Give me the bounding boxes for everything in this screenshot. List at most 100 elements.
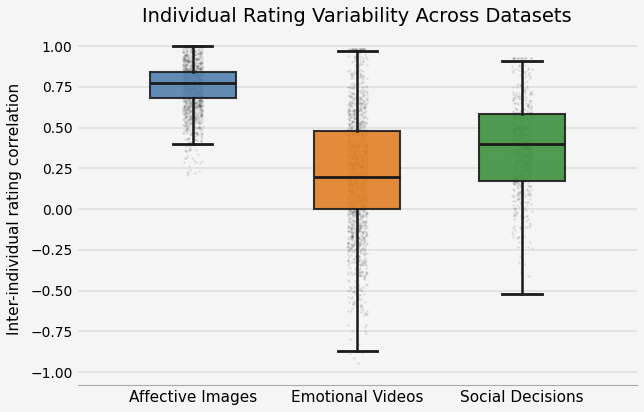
Point — [184, 66, 194, 73]
Point — [361, 177, 371, 184]
Point — [526, 54, 536, 61]
Point — [347, 166, 357, 173]
Point — [180, 118, 190, 124]
Point — [522, 108, 532, 115]
Point — [189, 117, 200, 123]
Point — [354, 241, 365, 248]
Point — [348, 208, 359, 215]
Point — [524, 163, 535, 169]
Point — [347, 154, 357, 161]
Point — [348, 46, 359, 53]
Point — [345, 165, 355, 171]
Point — [182, 136, 193, 142]
Point — [522, 187, 532, 193]
Point — [184, 97, 194, 103]
Point — [520, 198, 530, 205]
Point — [345, 184, 355, 191]
Point — [189, 94, 199, 101]
Point — [343, 180, 354, 187]
Point — [185, 103, 196, 109]
Point — [180, 76, 190, 82]
Point — [507, 152, 518, 159]
Point — [356, 151, 366, 157]
Point — [357, 195, 367, 201]
Point — [516, 122, 526, 129]
Point — [515, 162, 526, 169]
Point — [343, 212, 354, 219]
Point — [355, 136, 365, 143]
Point — [515, 188, 526, 194]
Point — [359, 156, 369, 163]
Point — [359, 203, 370, 209]
Point — [358, 246, 368, 253]
Point — [359, 110, 369, 117]
Point — [191, 55, 201, 62]
Point — [191, 82, 201, 89]
Point — [359, 106, 369, 112]
Point — [508, 225, 518, 232]
Point — [190, 78, 200, 84]
Point — [195, 55, 205, 62]
Point — [191, 92, 201, 99]
Point — [510, 180, 520, 187]
Point — [344, 152, 354, 158]
Point — [358, 156, 368, 162]
Point — [343, 288, 353, 295]
Point — [509, 138, 519, 145]
Point — [189, 62, 200, 68]
Point — [520, 154, 530, 160]
Point — [346, 164, 357, 170]
Point — [180, 54, 190, 61]
Point — [195, 103, 205, 109]
Point — [524, 273, 534, 280]
Point — [345, 206, 355, 212]
Point — [187, 71, 198, 77]
Point — [191, 51, 202, 57]
Point — [347, 192, 357, 199]
Point — [355, 262, 366, 269]
Point — [343, 100, 353, 107]
Point — [521, 175, 531, 182]
Point — [196, 84, 207, 90]
Point — [507, 134, 518, 140]
Point — [194, 76, 205, 82]
Point — [355, 225, 366, 232]
Point — [194, 96, 204, 102]
Point — [355, 131, 366, 137]
Point — [196, 112, 207, 119]
Point — [348, 243, 358, 250]
Point — [193, 75, 204, 82]
Point — [181, 100, 191, 106]
Point — [180, 114, 191, 120]
Point — [196, 43, 206, 49]
Point — [357, 157, 368, 164]
Point — [516, 140, 527, 147]
Point — [196, 97, 206, 103]
Point — [512, 192, 522, 198]
Point — [347, 151, 357, 157]
Point — [187, 49, 198, 56]
Point — [196, 66, 207, 73]
Point — [193, 85, 203, 92]
Point — [345, 336, 355, 343]
Point — [350, 115, 361, 121]
Point — [354, 272, 364, 279]
Point — [356, 162, 366, 169]
Point — [345, 235, 355, 241]
Point — [355, 260, 366, 267]
Point — [181, 82, 191, 89]
Point — [348, 118, 358, 124]
Point — [194, 87, 204, 94]
Point — [188, 84, 198, 91]
Point — [345, 108, 355, 115]
Point — [189, 93, 199, 99]
Point — [524, 187, 534, 194]
Point — [355, 238, 365, 245]
Point — [343, 188, 354, 194]
Point — [354, 174, 364, 181]
Point — [194, 83, 204, 89]
Point — [511, 125, 522, 131]
Point — [360, 181, 370, 187]
Point — [343, 125, 354, 132]
Point — [357, 239, 368, 246]
